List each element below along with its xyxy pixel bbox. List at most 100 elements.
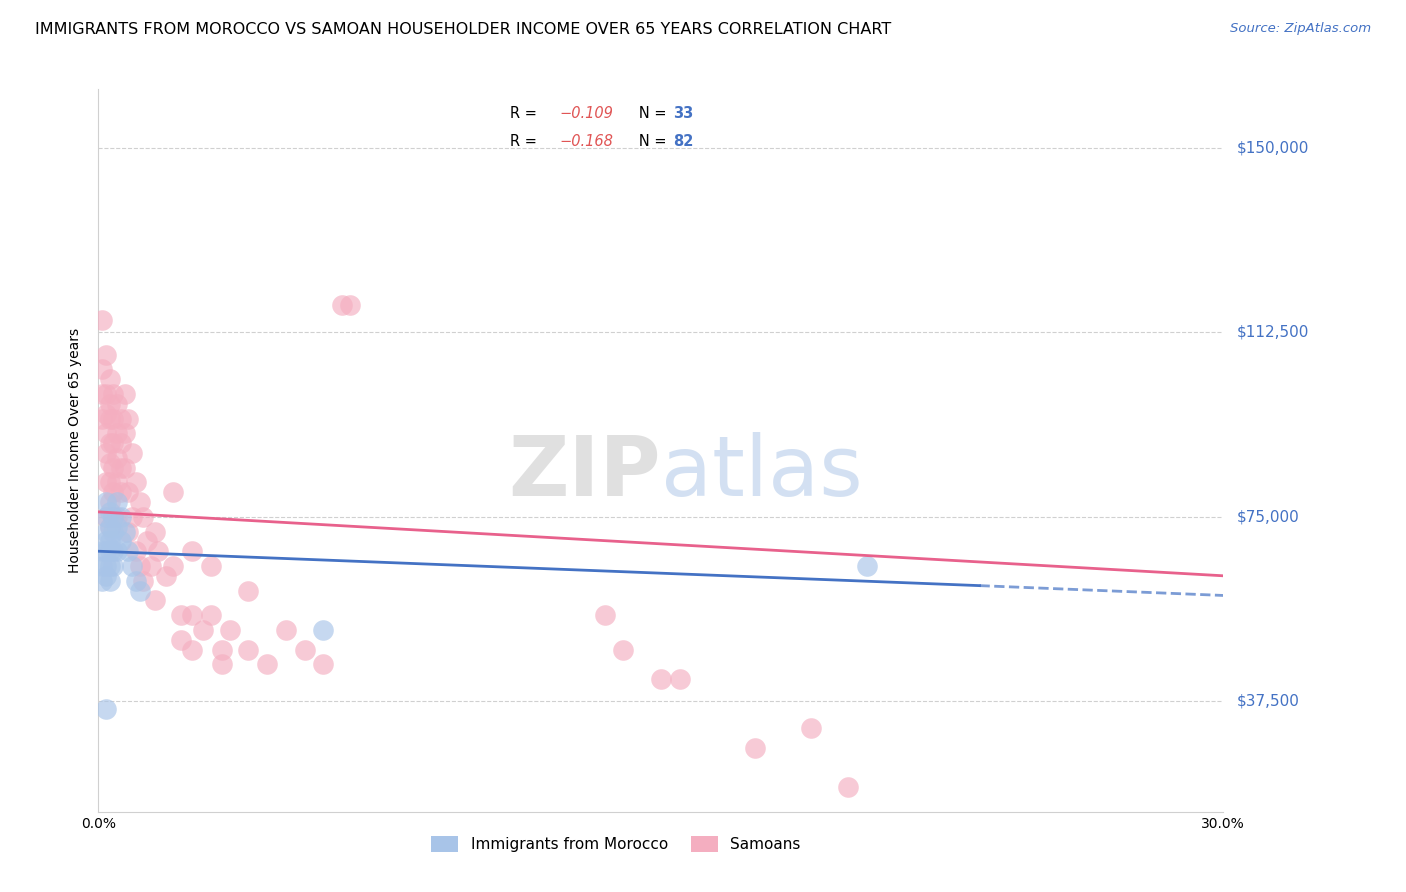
Point bbox=[128, 583, 150, 598]
Point bbox=[94, 509, 117, 524]
Point bbox=[103, 411, 125, 425]
Point bbox=[103, 387, 125, 401]
Point bbox=[98, 534, 121, 549]
Point bbox=[125, 475, 148, 490]
Point bbox=[170, 608, 193, 623]
Point bbox=[110, 460, 132, 475]
Point bbox=[125, 574, 148, 588]
Point bbox=[110, 509, 132, 524]
Point bbox=[98, 495, 121, 509]
Point bbox=[105, 450, 128, 465]
Point bbox=[94, 524, 117, 539]
Point bbox=[98, 558, 121, 573]
Point bbox=[98, 456, 121, 470]
Point bbox=[274, 623, 297, 637]
Point bbox=[162, 485, 184, 500]
Text: IMMIGRANTS FROM MOROCCO VS SAMOAN HOUSEHOLDER INCOME OVER 65 YEARS CORRELATION C: IMMIGRANTS FROM MOROCCO VS SAMOAN HOUSEH… bbox=[35, 22, 891, 37]
Point bbox=[98, 519, 121, 533]
Point bbox=[103, 509, 125, 524]
Point bbox=[94, 446, 117, 460]
Point bbox=[612, 642, 634, 657]
Point bbox=[98, 475, 121, 490]
Point bbox=[94, 495, 117, 509]
Point bbox=[98, 505, 121, 519]
Point bbox=[98, 519, 121, 533]
Text: −0.168: −0.168 bbox=[560, 134, 613, 149]
Text: ZIP: ZIP bbox=[509, 432, 661, 513]
Point bbox=[91, 362, 114, 376]
Point bbox=[94, 701, 117, 715]
Text: R =: R = bbox=[510, 134, 541, 149]
Point bbox=[103, 558, 125, 573]
Point bbox=[143, 593, 166, 607]
Point bbox=[91, 558, 114, 573]
Point bbox=[110, 534, 132, 549]
Point bbox=[114, 460, 136, 475]
Point bbox=[94, 348, 117, 362]
Point bbox=[121, 509, 143, 524]
Text: −0.109: −0.109 bbox=[560, 105, 613, 120]
Text: R =: R = bbox=[510, 105, 541, 120]
Point bbox=[668, 672, 690, 686]
Point bbox=[110, 485, 132, 500]
Text: 33: 33 bbox=[673, 105, 693, 120]
Point bbox=[132, 574, 155, 588]
Point bbox=[103, 460, 125, 475]
Point bbox=[117, 411, 139, 425]
Point bbox=[155, 569, 177, 583]
Point bbox=[181, 642, 204, 657]
Point bbox=[856, 558, 879, 573]
Point bbox=[200, 608, 222, 623]
Point bbox=[312, 623, 335, 637]
Text: N =: N = bbox=[626, 134, 671, 149]
Point bbox=[650, 672, 672, 686]
Point bbox=[117, 544, 139, 558]
Point bbox=[94, 426, 117, 441]
Point bbox=[162, 558, 184, 573]
Point bbox=[105, 426, 128, 441]
Point bbox=[312, 657, 335, 672]
Point bbox=[837, 780, 859, 794]
Point bbox=[128, 558, 150, 573]
Point bbox=[117, 524, 139, 539]
Text: $150,000: $150,000 bbox=[1237, 141, 1309, 156]
Text: Source: ZipAtlas.com: Source: ZipAtlas.com bbox=[1230, 22, 1371, 36]
Point bbox=[103, 524, 125, 539]
Y-axis label: Householder Income Over 65 years: Householder Income Over 65 years bbox=[69, 328, 83, 573]
Point bbox=[132, 509, 155, 524]
Text: N =: N = bbox=[626, 105, 671, 120]
Point bbox=[94, 475, 117, 490]
Point bbox=[105, 544, 128, 558]
Point bbox=[128, 495, 150, 509]
Point bbox=[170, 632, 193, 647]
Point bbox=[103, 436, 125, 450]
Point bbox=[94, 509, 117, 524]
Point bbox=[105, 475, 128, 490]
Point bbox=[256, 657, 278, 672]
Point bbox=[330, 298, 353, 312]
Point bbox=[94, 569, 117, 583]
Text: $37,500: $37,500 bbox=[1237, 694, 1301, 708]
Point bbox=[114, 426, 136, 441]
Point bbox=[105, 495, 128, 509]
Text: atlas: atlas bbox=[661, 432, 862, 513]
Point bbox=[148, 544, 170, 558]
Point bbox=[105, 519, 128, 533]
Point bbox=[218, 623, 240, 637]
Point bbox=[98, 574, 121, 588]
Point bbox=[98, 436, 121, 450]
Point bbox=[94, 534, 117, 549]
Point bbox=[117, 485, 139, 500]
Point bbox=[143, 524, 166, 539]
Point bbox=[91, 411, 114, 425]
Point bbox=[94, 407, 117, 421]
Point bbox=[98, 397, 121, 411]
Point bbox=[94, 558, 117, 573]
Point bbox=[339, 298, 361, 312]
Point bbox=[211, 657, 233, 672]
Legend: Immigrants from Morocco, Samoans: Immigrants from Morocco, Samoans bbox=[425, 830, 807, 858]
Point bbox=[91, 387, 114, 401]
Point bbox=[294, 642, 316, 657]
Point bbox=[110, 411, 132, 425]
Text: $112,500: $112,500 bbox=[1237, 325, 1309, 340]
